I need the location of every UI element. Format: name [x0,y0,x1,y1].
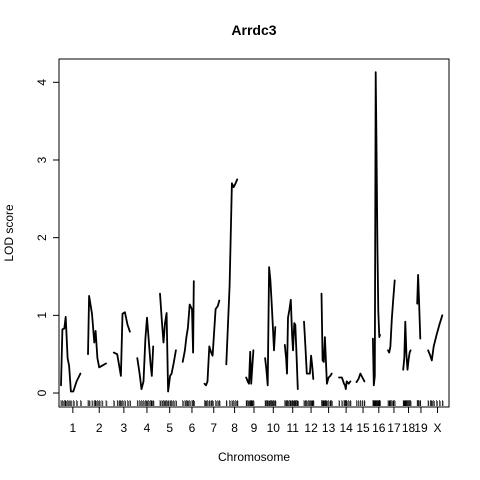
y-axis: 0 1 2 3 4 [35,79,59,396]
lod-series [60,71,444,393]
x-tick-label-chr-13: 13 [322,421,336,435]
lod-line-chr-14 [338,376,352,391]
x-axis-label: Chromosome [218,450,290,464]
x-axis: 1 2 3 4 5 6 7 8 9 10 11 12 13 14 15 16 17 18 19 X [69,407,442,435]
lod-line-chr-18 [402,320,412,371]
lod-line-chr-8 [225,178,239,366]
x-tick-label-chr-4: 4 [144,421,151,435]
y-tick-label: 4 [35,79,49,86]
x-tick-label-chr-6: 6 [189,421,196,435]
lod-line-chr-X [427,314,444,362]
x-tick-label-chr-12: 12 [304,421,318,435]
lod-line-chr-5 [159,292,177,393]
y-tick-label: 3 [35,156,49,163]
x-tick-label-chr-11: 11 [286,421,299,435]
x-tick-label-chr-10: 10 [267,421,281,435]
x-tick-label-chr-18: 18 [402,421,416,435]
x-tick-label-chr-17: 17 [387,421,401,435]
x-tick-label-chr-14: 14 [339,421,353,435]
x-tick-label-chr-9: 9 [251,421,258,435]
lod-line-chr-6 [181,280,195,363]
lod-line-chr-9 [245,349,255,385]
lod-line-chr-3 [112,311,131,377]
x-tick-label-chr-3: 3 [121,421,128,435]
lod-line-chr-1 [60,315,82,393]
lod-line-chr-12 [303,320,315,380]
y-tick-label: 1 [35,312,49,319]
x-tick-label-chr-2: 2 [96,421,103,435]
lod-line-chr-19 [416,273,422,340]
lod-line-chr-4 [136,316,155,391]
x-tick-label-chr-7: 7 [210,421,217,435]
lod-line-chr-2 [87,294,107,369]
chart-title: Arrdc3 [231,22,276,38]
y-axis-label: LOD score [2,204,16,262]
lod-line-chr-15 [355,372,366,384]
lod-line-chr-7 [203,299,221,387]
x-tick-label-chr-19: 19 [414,421,428,435]
y-tick-label: 2 [35,234,49,241]
x-tick-label-chr-X: X [434,421,442,435]
lod-line-chr-16 [371,71,381,387]
marker-rug [60,400,444,406]
lod-line-chr-10 [264,266,277,387]
y-tick-label: 0 [35,389,49,396]
x-tick-label-chr-16: 16 [372,421,386,435]
lod-line-chr-17 [387,279,396,354]
x-tick-label-chr-8: 8 [231,421,238,435]
lod-line-chr-13 [320,292,333,385]
x-tick-label-chr-15: 15 [356,421,370,435]
x-tick-label-chr-5: 5 [166,421,173,435]
x-tick-label-chr-1: 1 [69,421,76,435]
lod-line-chr-11 [283,298,299,391]
